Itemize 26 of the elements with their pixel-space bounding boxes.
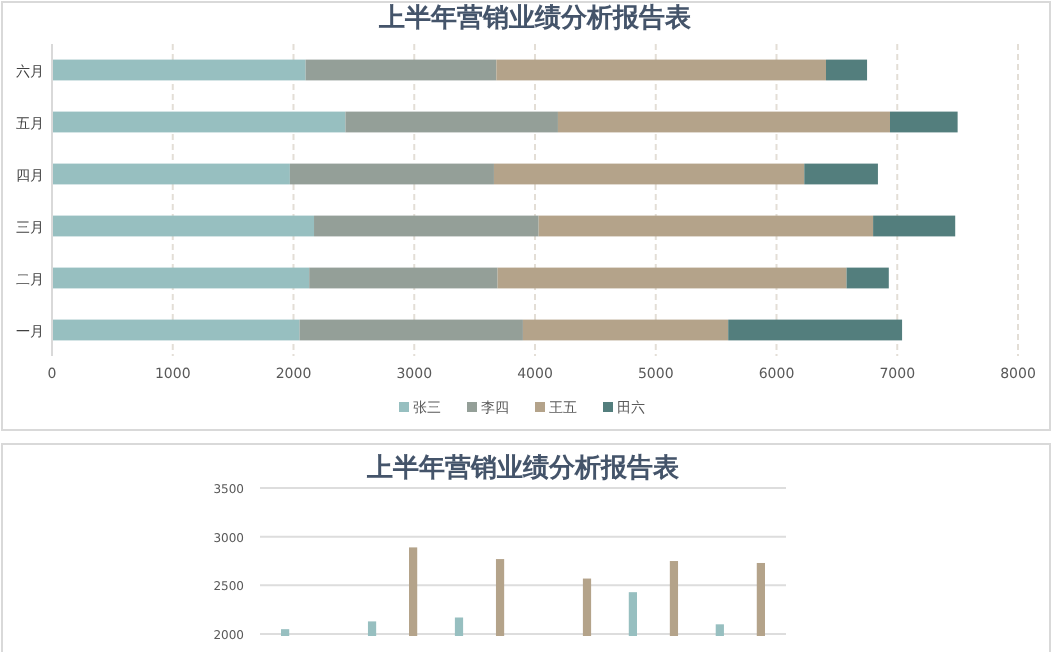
bar: [309, 267, 498, 289]
bar: [52, 319, 300, 341]
bar: [52, 163, 290, 185]
bar: [289, 163, 494, 185]
bar: [522, 319, 729, 341]
bar: [890, 111, 958, 133]
bar: [728, 319, 903, 341]
bar: [496, 59, 827, 81]
bar: [538, 215, 874, 237]
bar: [299, 319, 523, 341]
chart-title: 上半年营销业绩分析报告表: [377, 2, 693, 34]
bar: [804, 163, 878, 185]
bar: [52, 267, 310, 289]
bar: [52, 59, 306, 81]
bar: [826, 59, 868, 81]
bar: [345, 111, 558, 133]
bar: [305, 59, 497, 81]
bar: [846, 267, 889, 289]
bar: [493, 163, 805, 185]
bar: [873, 215, 956, 237]
bar: [314, 215, 539, 237]
bar: [557, 111, 890, 133]
bar: [497, 267, 847, 289]
chart-title: 上半年营销业绩分析报告表: [365, 452, 681, 484]
bar: [52, 111, 346, 133]
bar: [52, 215, 315, 237]
